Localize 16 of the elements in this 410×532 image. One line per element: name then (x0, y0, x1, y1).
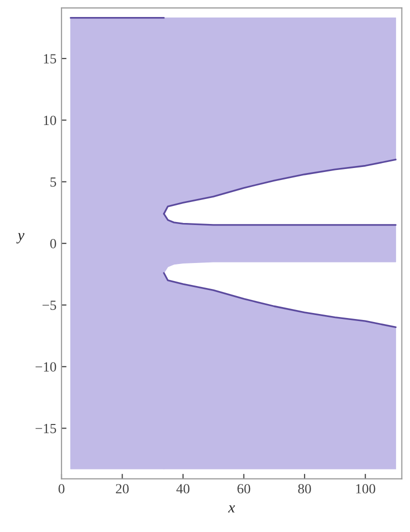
y-tick-label: −10 (36, 362, 56, 372)
y-tick-label: 15 (44, 54, 56, 64)
y-tick-label: 5 (50, 177, 56, 187)
x-tick-label: 80 (298, 484, 311, 494)
x-tick-label: 40 (176, 484, 190, 494)
y-tick-label: 10 (44, 116, 56, 126)
line-series (163, 272, 397, 328)
y-tick-label: 0 (50, 238, 56, 248)
x-tick-label: 0 (58, 484, 64, 494)
x-axis-title: x (228, 505, 235, 512)
x-tick-label: 60 (237, 484, 250, 494)
y-tick-label: −5 (42, 300, 56, 310)
y-tick-label: −15 (36, 424, 56, 434)
x-tick-label: 20 (116, 484, 129, 494)
y-axis-title: y (16, 233, 24, 244)
x-tick-label: 100 (356, 484, 376, 494)
